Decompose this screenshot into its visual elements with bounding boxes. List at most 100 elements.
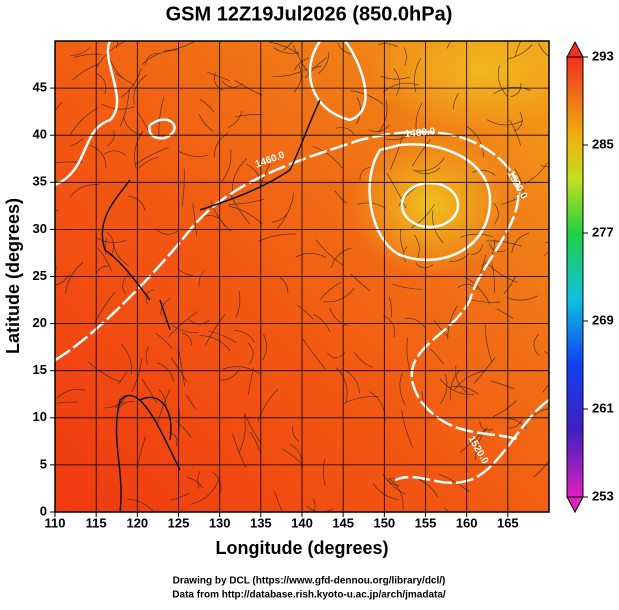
- streamline: [104, 150, 127, 156]
- streamline: [503, 275, 516, 295]
- x-tick-label: 110: [45, 515, 66, 530]
- streamline: [70, 46, 91, 56]
- streamline: [93, 292, 115, 326]
- y-tick-label: 0: [40, 503, 47, 518]
- streamline: [295, 252, 327, 258]
- streamline: [163, 41, 196, 52]
- streamline: [507, 44, 533, 60]
- streamline: [440, 374, 448, 404]
- streamline: [106, 130, 115, 146]
- x-tick-label: 135: [250, 515, 272, 530]
- streamline: [55, 101, 63, 112]
- streamline: [471, 169, 496, 176]
- streamline: [103, 396, 127, 409]
- streamline: [72, 63, 100, 81]
- streamline: [156, 362, 174, 382]
- streamline: [415, 102, 423, 138]
- streamline: [190, 478, 220, 505]
- streamline: [544, 351, 549, 356]
- streamline: [452, 93, 459, 110]
- contour-label: 1480.0: [404, 126, 436, 140]
- streamline: [460, 428, 487, 453]
- credit: Drawing by DCL (https://www.gfd-dennou.o…: [173, 576, 446, 587]
- y-tick-label: 40: [33, 127, 47, 142]
- streamline: [514, 168, 524, 197]
- streamline: [509, 119, 521, 146]
- streamline: [548, 47, 549, 49]
- streamline: [389, 478, 404, 510]
- streamline: [187, 477, 203, 489]
- colorbar-tick-label: 293: [592, 48, 614, 63]
- streamline: [207, 330, 237, 344]
- streamline: [205, 313, 226, 346]
- streamline: [297, 304, 314, 320]
- streamline: [448, 386, 479, 395]
- x-tick-label: 115: [86, 515, 107, 530]
- streamlines: [55, 41, 549, 512]
- streamline: [279, 277, 289, 294]
- streamline: [244, 413, 262, 445]
- streamline: [492, 400, 517, 417]
- streamline: [171, 493, 190, 501]
- streamline: [56, 388, 86, 399]
- streamline: [112, 242, 129, 266]
- streamline: [292, 425, 300, 442]
- streamline: [484, 323, 492, 362]
- streamline: [96, 237, 127, 243]
- contours: [55, 41, 549, 485]
- streamline: [258, 233, 297, 242]
- coastline: [101, 99, 321, 512]
- streamline: [198, 270, 204, 288]
- streamline: [388, 296, 392, 319]
- streamline: [181, 168, 185, 207]
- streamline: [514, 111, 523, 132]
- streamline: [156, 389, 171, 426]
- streamline: [123, 117, 143, 136]
- low-pressure-area: [350, 135, 510, 275]
- streamline: [213, 133, 229, 158]
- streamline: [413, 234, 420, 258]
- streamline: [104, 237, 108, 255]
- streamline: [479, 420, 493, 431]
- streamline: [400, 229, 405, 253]
- streamline: [411, 139, 431, 167]
- streamline: [446, 41, 451, 49]
- streamline: [250, 431, 261, 454]
- streamline: [135, 147, 169, 165]
- streamline: [429, 348, 444, 365]
- y-tick-label: 25: [33, 268, 47, 283]
- streamline: [497, 65, 508, 97]
- streamline: [350, 273, 371, 292]
- streamline: [414, 57, 422, 93]
- streamline: [386, 173, 407, 209]
- streamline: [413, 167, 441, 175]
- y-tick-label: 45: [33, 80, 47, 95]
- streamline: [127, 195, 146, 212]
- streamline: [97, 247, 113, 272]
- colorbar-bottom-arrow: [566, 496, 584, 514]
- streamline: [158, 96, 165, 137]
- streamline: [56, 401, 78, 404]
- streamline: [411, 204, 435, 229]
- streamline: [200, 335, 231, 352]
- streamline: [198, 114, 214, 133]
- streamline: [542, 383, 549, 393]
- streamline: [415, 263, 434, 269]
- colorbar-tick-label: 285: [592, 136, 614, 151]
- streamline: [133, 74, 148, 104]
- streamline: [355, 96, 361, 125]
- streamline: [246, 164, 263, 188]
- streamline: [248, 367, 255, 395]
- y-tick-label: 5: [40, 456, 47, 471]
- streamline: [417, 478, 439, 498]
- streamline: [175, 420, 192, 438]
- streamline: [138, 156, 159, 169]
- streamline: [134, 130, 144, 169]
- streamline: [466, 126, 484, 157]
- streamline: [119, 88, 130, 127]
- x-tick-label: 130: [209, 515, 231, 530]
- streamline: [487, 263, 518, 283]
- x-tick-label: 150: [373, 515, 395, 530]
- y-tick-label: 10: [33, 409, 47, 424]
